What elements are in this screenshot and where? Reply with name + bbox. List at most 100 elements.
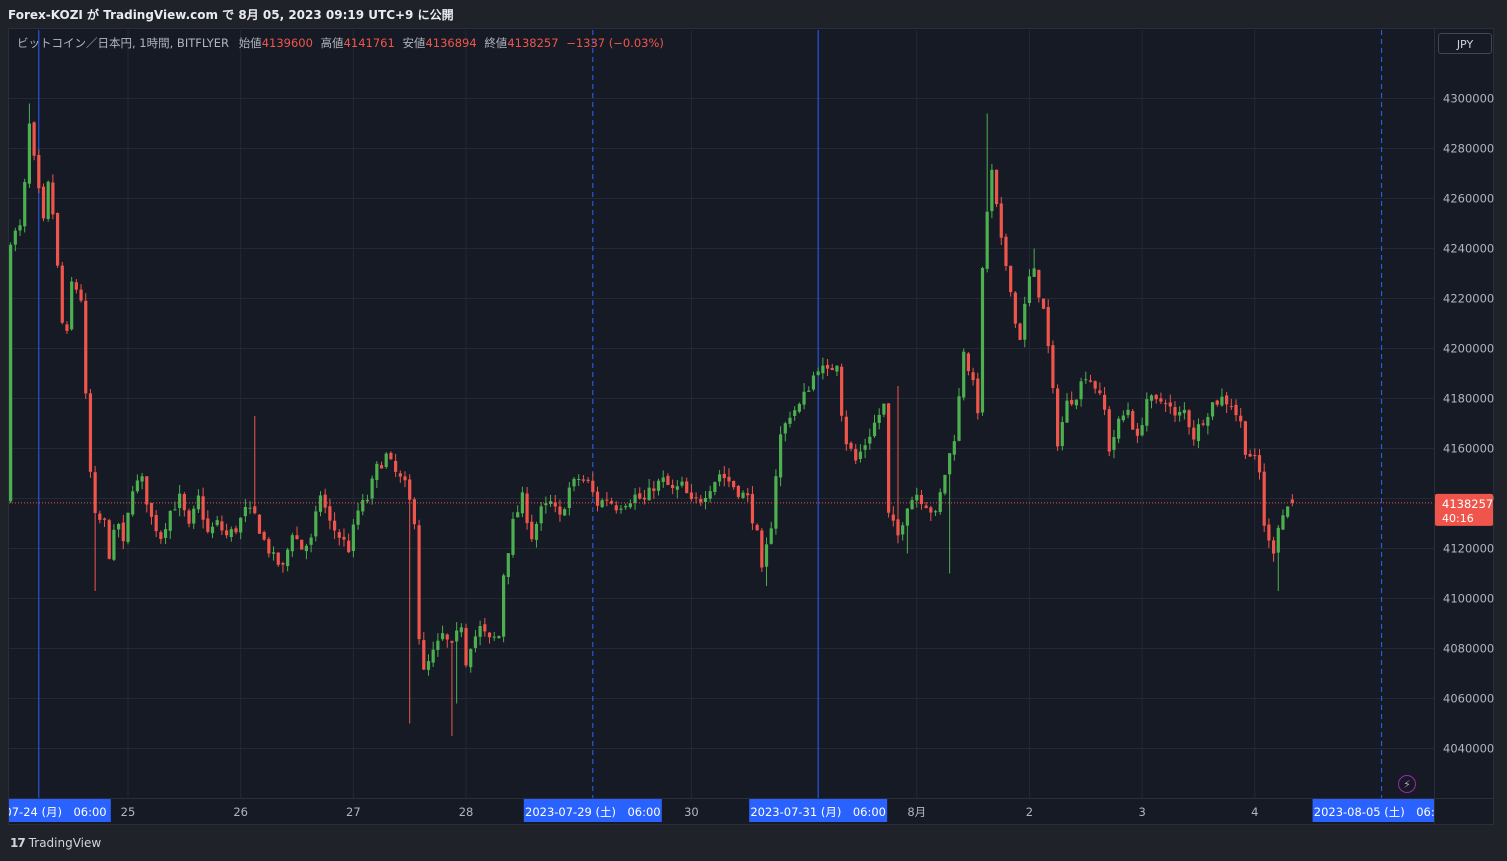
candle-body (854, 449, 858, 461)
candle-body (929, 507, 933, 513)
candle-body (642, 497, 647, 500)
candle-body (79, 289, 83, 301)
candle-body (365, 499, 370, 502)
candle-body (586, 479, 590, 481)
candle-body (206, 518, 210, 532)
candle-body (51, 182, 55, 215)
open-label: 始値 (238, 36, 262, 50)
candle-body (117, 524, 121, 530)
x-tick-label: 3 (1138, 805, 1145, 819)
candle-body (769, 528, 773, 544)
candle-body (1239, 415, 1243, 422)
candle-body (1140, 425, 1144, 436)
y-tick-label: 4100000 (1443, 592, 1494, 606)
candle-body (915, 494, 919, 501)
candle-body (994, 169, 999, 205)
candle-body (957, 396, 961, 441)
candle-body (140, 476, 144, 482)
candle-body (304, 545, 309, 552)
candle-body (210, 526, 215, 534)
candle-body (473, 636, 478, 648)
y-tick-label: 4120000 (1443, 542, 1494, 556)
candle-body (347, 540, 351, 553)
candle-body (868, 436, 872, 444)
candle-body (403, 476, 407, 481)
candle-body (689, 492, 693, 499)
y-tick-label: 4240000 (1443, 242, 1494, 256)
x-tick-label: 27 (346, 805, 361, 819)
candle-body (539, 506, 543, 524)
candle-body (999, 203, 1003, 238)
candle-body (1027, 276, 1032, 303)
candle-body (840, 366, 844, 416)
candle-body (774, 476, 778, 529)
candle-body (1243, 421, 1248, 455)
candle-body (746, 493, 750, 496)
candle-body (431, 649, 435, 663)
candle-body (1159, 398, 1163, 402)
candle-body (797, 403, 801, 412)
candle-body (60, 265, 64, 323)
candle-body (638, 493, 642, 499)
low-label: 安値 (402, 36, 426, 50)
candle-body (1257, 455, 1262, 473)
candle-body (938, 492, 942, 512)
candle-body (243, 506, 247, 517)
candle-body (741, 492, 745, 498)
candle-body (65, 324, 69, 331)
candle-body (107, 520, 111, 559)
candle-body (1290, 499, 1294, 503)
candle-body (722, 473, 726, 479)
candle-body (239, 517, 243, 533)
candle-body (445, 634, 449, 640)
candle-body (1234, 404, 1238, 416)
candle-body (1009, 265, 1013, 293)
candle-body (300, 539, 304, 550)
candle-body (9, 244, 13, 502)
tv-logo-icon: 17 (10, 836, 26, 850)
candle-body (267, 539, 271, 554)
candle-body (591, 480, 595, 493)
candle-body (877, 414, 881, 423)
candle-body (581, 479, 586, 481)
candle-body (384, 453, 388, 467)
candle-body (548, 501, 553, 505)
tradingview-logo[interactable]: 17 TradingView (10, 836, 101, 850)
candle-body (469, 649, 473, 668)
candle-body (1192, 427, 1196, 440)
time-marker-badge (1312, 799, 1434, 822)
lightning-icon[interactable]: ⚡ (1398, 775, 1416, 793)
candle-body (811, 375, 816, 390)
candle-body (948, 453, 952, 475)
candle-body (1286, 506, 1290, 517)
candle-body (145, 476, 149, 505)
candle-body (1168, 402, 1172, 407)
candle-body (783, 423, 787, 434)
symbol-label[interactable]: ビットコイン／日本円, 1時間, BITFLYER (17, 36, 230, 50)
candle-body (1182, 409, 1186, 414)
candle-body (1074, 399, 1078, 406)
candle-body (1262, 471, 1266, 526)
candle-body (262, 532, 266, 540)
candle-body (163, 529, 168, 538)
candle-body (600, 500, 604, 508)
y-tick-label: 4220000 (1443, 292, 1494, 306)
candle-body (506, 553, 510, 578)
publish-header: Forex-KOZI が TradingView.com で 8月 05, 20… (0, 0, 1507, 28)
candle-body (595, 491, 600, 506)
candle-body (1206, 416, 1210, 426)
candle-body (1220, 396, 1224, 406)
candle-body (1079, 381, 1083, 400)
candle-body (872, 422, 877, 437)
candle-body (760, 530, 764, 568)
candle-body (652, 488, 656, 491)
candle-body (187, 510, 191, 524)
currency-button[interactable]: JPY (1438, 33, 1492, 54)
candle-body (661, 477, 665, 482)
candle-body (121, 522, 125, 542)
candle-body (220, 521, 224, 531)
candle-body (985, 211, 989, 269)
candle-body (459, 627, 463, 633)
time-marker-label: 2023-07-29 (土) 06:00 (525, 805, 661, 819)
